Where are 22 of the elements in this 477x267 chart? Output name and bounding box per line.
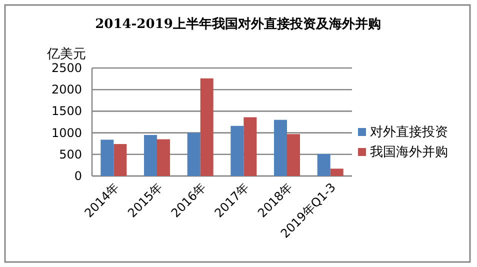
y-tick-label: 500 <box>59 147 82 162</box>
y-tick-label: 2000 <box>51 82 82 97</box>
bar <box>230 126 244 176</box>
bar <box>287 134 300 176</box>
y-axis-title: 亿美元 <box>46 46 86 62</box>
legend-label: 我国海外并购 <box>370 145 448 160</box>
bar <box>330 168 344 176</box>
y-tick-label: 0 <box>74 169 82 183</box>
y-tick-label: 2500 <box>51 61 82 75</box>
y-tick-label: 1500 <box>51 104 82 118</box>
bar <box>244 117 257 176</box>
bar <box>274 120 287 176</box>
y-tick-label: 1000 <box>51 126 82 140</box>
bar <box>157 139 170 176</box>
title: 2014-2019上半年我国对外直接投资及海外并购 <box>95 17 381 32</box>
bar <box>317 154 330 176</box>
bar <box>114 144 127 176</box>
bar <box>200 78 214 176</box>
legend-label: 对外直接投资 <box>370 125 448 140</box>
bar <box>144 134 157 176</box>
bar <box>100 140 114 176</box>
bar <box>187 132 200 176</box>
